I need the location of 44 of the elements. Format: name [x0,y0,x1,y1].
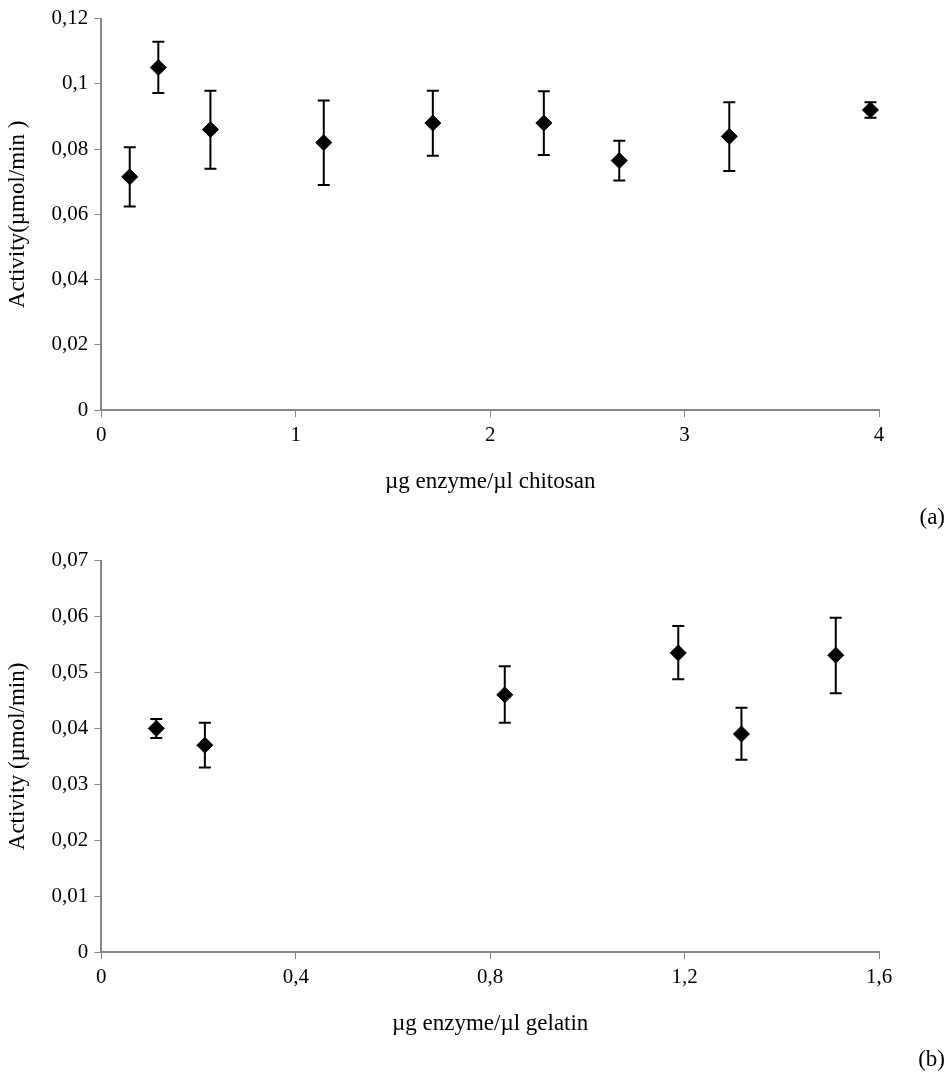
point [201,121,219,139]
point [121,168,139,186]
y-tick-label: 0 [77,396,89,421]
y-axis-title: Activity(µmol/min ) [3,120,29,309]
text: (b) [918,1046,945,1072]
x-axis-title: µg enzyme/µl gelatin [391,1010,589,1036]
y-tick-label: 0,06 [51,200,89,225]
x-tick-label: 0 [96,422,107,447]
point [535,114,553,132]
y-tick-label: 0,06 [51,603,89,628]
x-tick-label: 0 [96,964,107,989]
point [669,644,687,662]
y-tick-label: 0,07 [51,547,89,572]
point [610,152,628,170]
x-tick-label: 1,6 [865,964,893,989]
x-tick-label: 2 [484,422,496,447]
x-axis-title: µg enzyme/µl chitosan [384,468,596,494]
x-tick-label: 3 [679,422,690,447]
x-tick-label: 0,4 [282,964,310,989]
text: (a) [919,504,945,530]
y-tick-label: 0,08 [51,135,89,160]
x-tick-label: 1 [290,422,302,447]
point [827,646,845,664]
point [732,725,750,743]
point [720,127,738,145]
y-tick-label: 0,12 [51,5,89,30]
y-tick-label: 0,1 [62,70,89,95]
y-tick-label: 0 [77,938,89,963]
y-tick-label: 0,04 [51,714,89,739]
point [315,134,333,152]
y-tick-label: 0,04 [51,266,89,291]
x-tick-label: 1,2 [671,964,698,989]
point [196,736,214,754]
x-tick-label: 4 [873,422,885,447]
x-tick-label: 0,8 [477,964,504,989]
y-axis-title: Activity (µmol/min) [3,662,29,851]
y-tick-label: 0,01 [51,882,89,907]
point [424,114,442,132]
y-tick-label: 0,02 [51,331,89,356]
point [149,59,167,77]
point [496,686,514,704]
y-tick-label: 0,03 [51,770,89,795]
y-tick-label: 0,02 [51,826,89,851]
y-tick-label: 0,05 [51,659,89,683]
